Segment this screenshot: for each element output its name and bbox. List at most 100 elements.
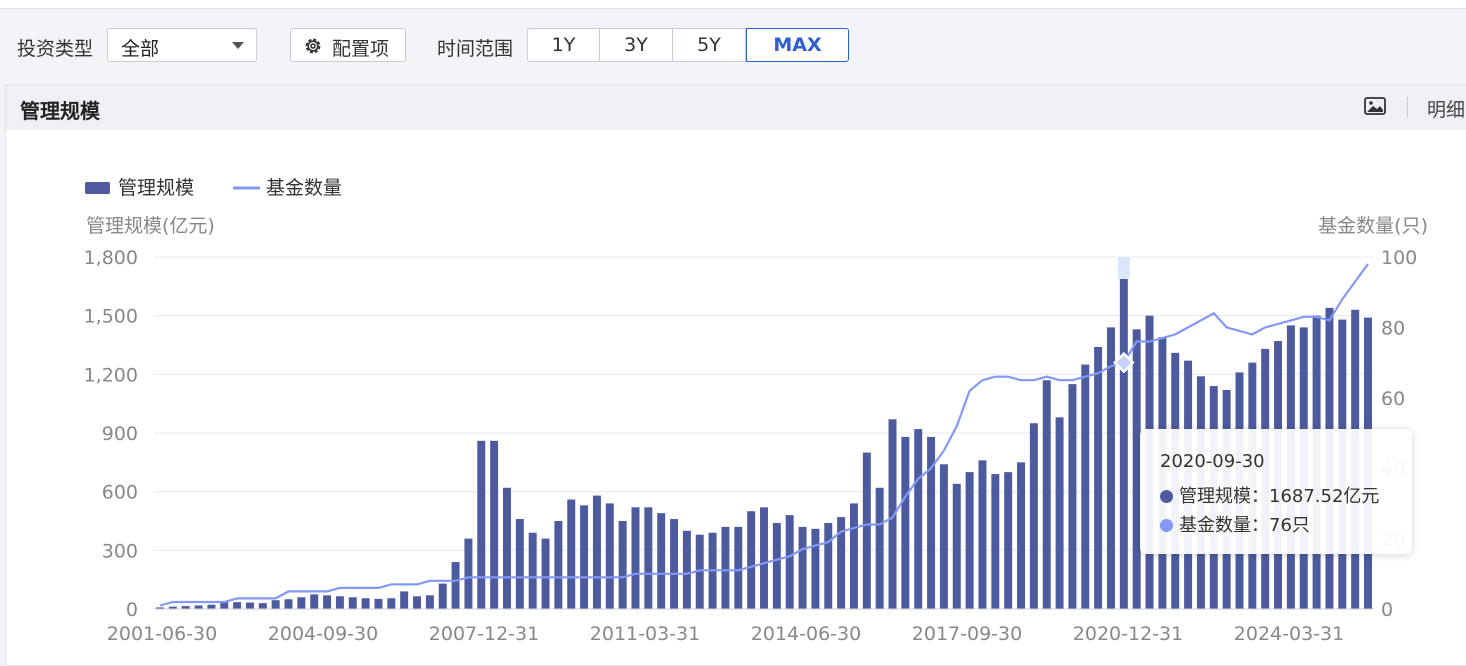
bar: [734, 526, 743, 609]
time-range-segmented: 1Y 3Y 5Y MAX: [527, 28, 849, 62]
bar: [695, 534, 704, 609]
bar: [1017, 462, 1026, 609]
tooltip-aum-row: 管理规模：1687.52亿元: [1160, 482, 1379, 508]
bar: [361, 598, 370, 609]
y-right-tick-label: 0: [1381, 599, 1393, 621]
legend-count-label: 基金数量: [266, 177, 342, 199]
bar: [670, 519, 679, 609]
x-tick-label: 2004-09-30: [268, 623, 378, 645]
bar: [1094, 346, 1103, 609]
image-download-icon[interactable]: [1364, 97, 1386, 115]
time-range-label: 时间范围: [437, 38, 514, 60]
bar: [156, 607, 164, 609]
bar: [1119, 278, 1128, 609]
tooltip-count-label: 基金数量：: [1179, 515, 1269, 536]
bar: [1029, 423, 1038, 609]
fund-count-line: [159, 263, 1369, 607]
aum-dot-icon: [1160, 490, 1173, 503]
bar: [297, 597, 306, 609]
bar: [772, 522, 781, 609]
y-left-axis-title: 管理规模(亿元): [86, 215, 215, 237]
bar: [901, 436, 910, 609]
y-left-tick-label: 300: [102, 540, 138, 562]
count-dot-icon: [1160, 519, 1173, 532]
tooltip-aum-label: 管理规模：: [1179, 486, 1269, 507]
y-left-tick-label: 1,200: [84, 364, 138, 386]
config-button[interactable]: 配置项: [290, 28, 406, 62]
bar: [335, 596, 344, 609]
bar: [1081, 364, 1090, 609]
tooltip-aum-value: 1687.52亿元: [1269, 486, 1380, 507]
bar: [837, 517, 846, 609]
bar: [721, 526, 730, 609]
bar: [991, 474, 1000, 609]
bar: [413, 596, 422, 609]
bar: [567, 499, 576, 609]
y-left-tick-label: 1,800: [84, 247, 138, 269]
y-left-tick-label: 600: [102, 482, 138, 504]
bar: [490, 440, 499, 609]
bar: [888, 419, 897, 609]
y-right-tick-label: 100: [1381, 247, 1417, 269]
chevron-down-icon: [232, 42, 244, 49]
tooltip-count-row: 基金数量：76只: [1160, 511, 1310, 537]
investment-type-value: 全部: [121, 38, 160, 60]
bar: [682, 530, 691, 609]
bar: [477, 440, 486, 609]
bar: [927, 436, 936, 609]
bar: [515, 519, 524, 609]
bar: [618, 521, 627, 609]
bar: [502, 487, 511, 609]
bar: [580, 505, 589, 609]
bar: [644, 507, 653, 609]
bar: [978, 460, 987, 609]
y-left-tick-label: 1,500: [84, 306, 138, 328]
bar: [464, 538, 473, 609]
y-right-tick-label: 80: [1381, 317, 1405, 339]
bar: [207, 604, 216, 609]
y-left-tick-label: 900: [102, 423, 138, 445]
bar: [1132, 329, 1141, 609]
bar: [1068, 384, 1077, 609]
bar: [785, 515, 794, 609]
y-left-tick-label: 0: [126, 599, 138, 621]
bar: [862, 452, 871, 609]
detail-link[interactable]: 明细: [1427, 99, 1466, 121]
bar: [824, 522, 833, 609]
bar: [747, 511, 756, 609]
bar: [631, 507, 640, 609]
bar: [811, 528, 820, 609]
range-1y-button[interactable]: 1Y: [527, 28, 600, 62]
legend-aum-label: 管理规模: [118, 177, 194, 199]
investment-type-label: 投资类型: [17, 38, 94, 60]
bar: [451, 562, 460, 609]
chart-tooltip: 2020-09-30 管理规模：1687.52亿元 基金数量：76只: [1140, 429, 1412, 554]
range-5y-button[interactable]: 5Y: [673, 28, 746, 62]
investment-type-select[interactable]: 全部: [107, 28, 257, 62]
x-tick-label: 2001-06-30: [107, 623, 217, 645]
tooltip-count-value: 76只: [1269, 515, 1310, 536]
bar: [220, 601, 229, 609]
bar: [657, 513, 666, 609]
bar: [798, 526, 807, 609]
bar: [233, 602, 242, 609]
bar: [1004, 472, 1013, 609]
range-3y-button[interactable]: 3Y: [600, 28, 673, 62]
bar: [760, 507, 768, 609]
highlight-point: [1113, 351, 1135, 374]
bar: [605, 503, 614, 609]
hover-band: [1117, 257, 1130, 279]
panel-title: 管理规模: [20, 99, 100, 123]
bar: [965, 472, 974, 609]
x-tick-label: 2014-06-30: [751, 623, 861, 645]
config-button-label: 配置项: [332, 38, 390, 60]
range-max-button[interactable]: MAX: [746, 28, 849, 62]
bar: [592, 495, 601, 609]
bar: [348, 597, 357, 609]
bar: [400, 591, 409, 609]
bar: [554, 521, 563, 609]
y-right-tick-label: 60: [1381, 388, 1405, 410]
bar: [1055, 417, 1064, 609]
bar: [374, 598, 383, 609]
header-divider: [1407, 97, 1408, 117]
